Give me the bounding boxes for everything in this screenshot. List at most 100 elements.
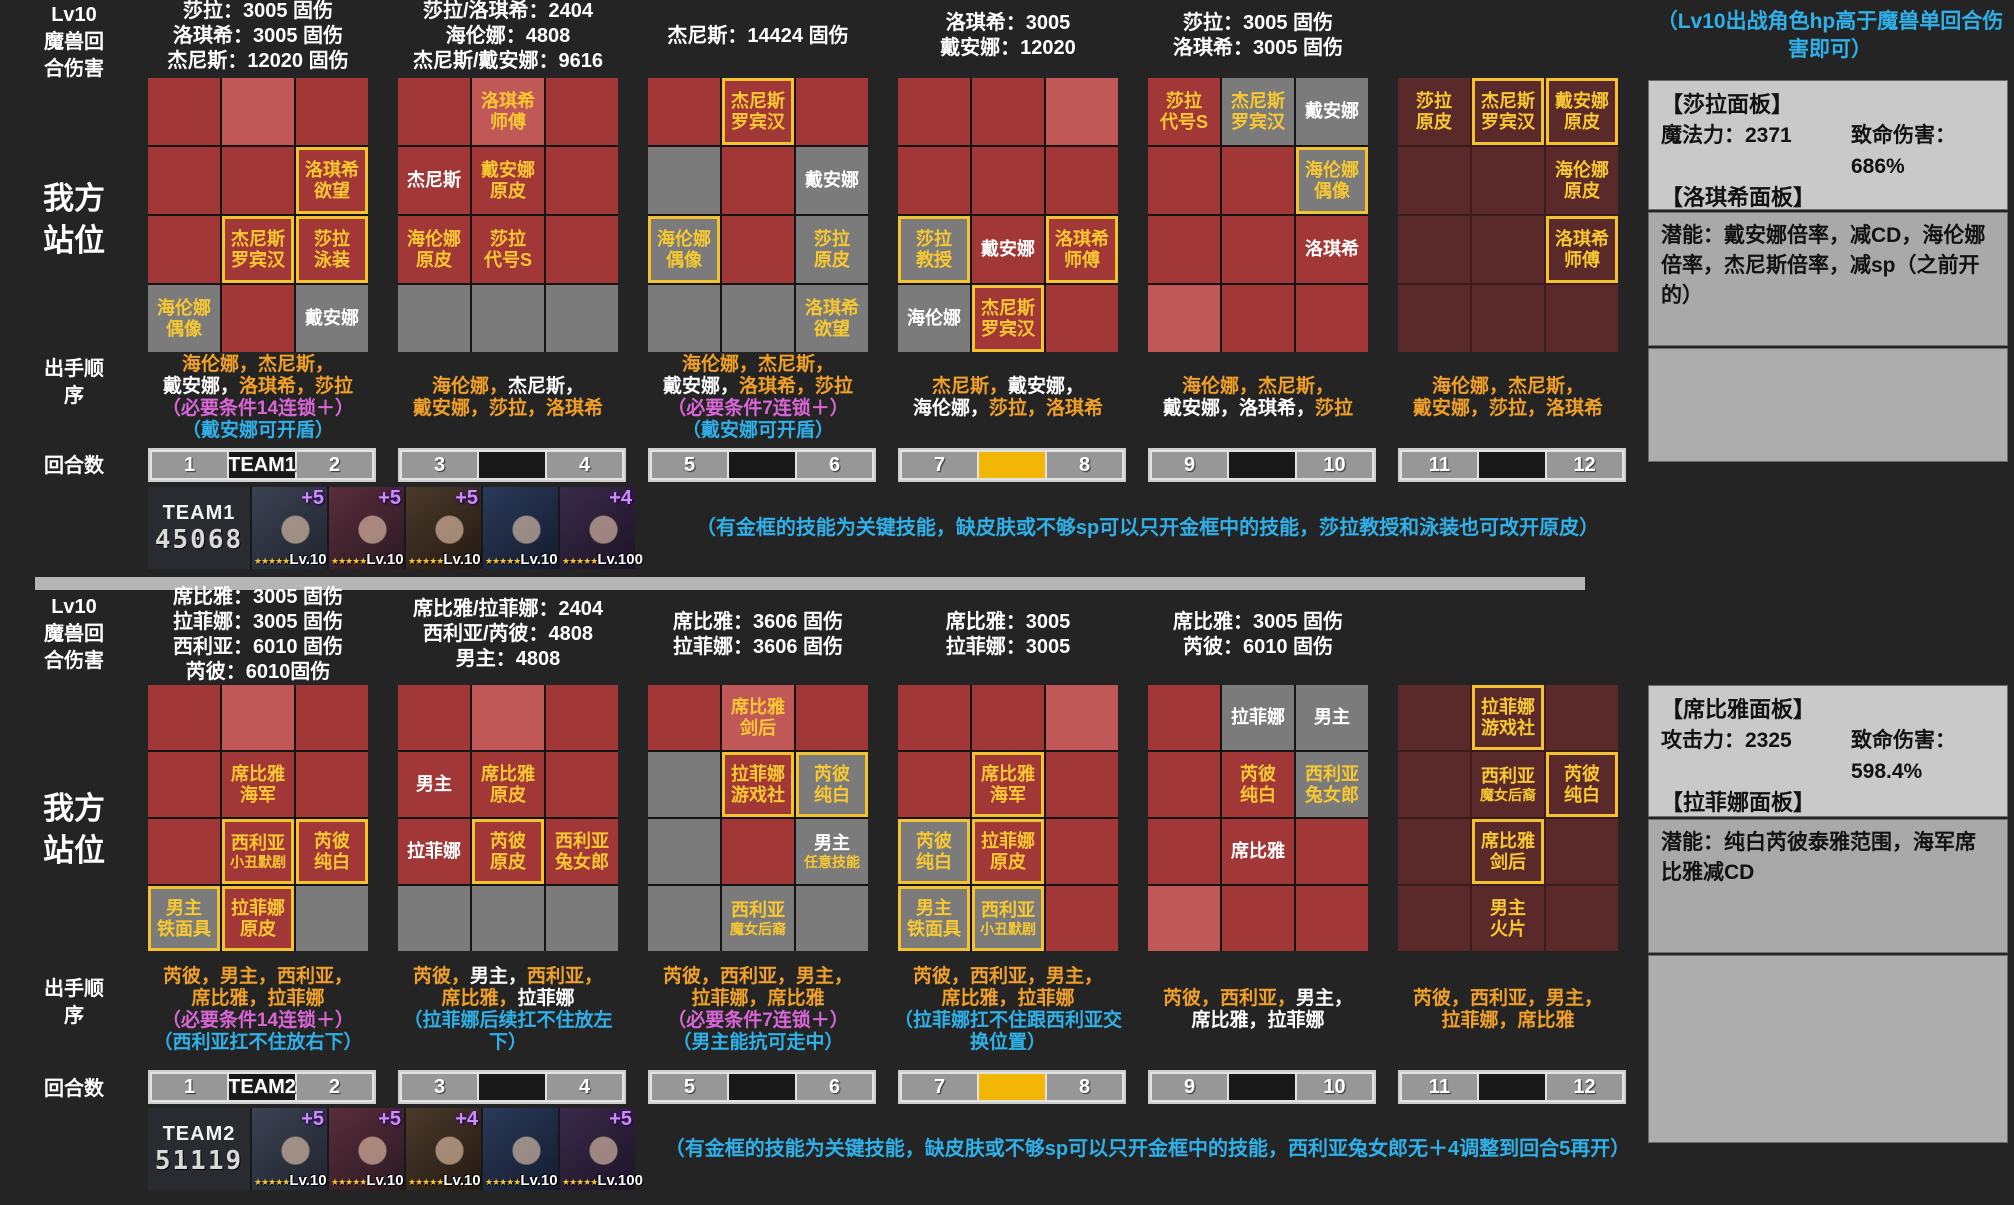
- turn-order-line: 戴安娜，莎拉，洛琪希: [392, 398, 624, 420]
- damage-line: 席比雅/拉菲娜：2404: [412, 598, 604, 620]
- cell-label: 游戏社: [731, 784, 785, 805]
- grid-cell: [472, 685, 544, 750]
- turn-order-segment: 莎拉，洛琪希: [989, 398, 1104, 419]
- enhance-badge: +5: [455, 487, 478, 509]
- stats-panel: 【莎拉面板】魔法力：2371致命伤害：686%【洛琪希面板】魔法力：2549致命…: [1648, 80, 2008, 271]
- grid-cell: [1398, 886, 1470, 951]
- grid-cell: [972, 685, 1044, 750]
- grid-cell: [648, 752, 720, 817]
- grid-cell: [1148, 886, 1220, 951]
- level-row: ★★★★★ Lv.100: [485, 551, 566, 568]
- stats-panel-title: 【洛琪希面板】: [1661, 185, 1816, 210]
- cell-label: 拉菲娜: [231, 897, 285, 918]
- round-bar-middle: [479, 452, 545, 478]
- grid-cell: [1398, 285, 1470, 352]
- grid-cell: 男主 任意技能: [796, 819, 868, 884]
- position-label: 我方 站位: [6, 788, 142, 872]
- grid-cell: 戴安娜 原皮: [1546, 78, 1618, 145]
- enhance-badge: +5: [301, 487, 324, 509]
- cell-label: 席比雅: [231, 763, 285, 784]
- grid-cell: [1046, 886, 1118, 951]
- monster-damage-label-line: 合伤害: [44, 650, 104, 672]
- stat-left: 魔法力：2371: [1661, 124, 1792, 147]
- grid-cell: [472, 886, 544, 951]
- turn-order: 芮彼，男主，西利亚， 席比雅，拉菲娜 （拉菲娜后续扛不住放左下）: [392, 954, 624, 1066]
- round-number-right: 2: [297, 1074, 372, 1100]
- stats-panel-title: 【拉菲娜面板】: [1661, 790, 1816, 815]
- turn-order-segment: 男主，: [469, 966, 527, 987]
- cell-label: 兔女郎: [555, 851, 609, 872]
- turn-order: 芮彼，西利亚，男主， 拉菲娜，席比雅 （必要条件7连锁＋） （男主能抗可走中）: [642, 954, 874, 1066]
- turn-order-line: （戴安娜可开盾）: [142, 420, 374, 442]
- team-total-hp: 51119: [154, 1145, 244, 1176]
- level-label: Lv.100: [366, 1172, 412, 1189]
- turn-order-segment: （戴安娜可开盾）: [181, 420, 334, 441]
- level-label: Lv.100: [443, 1172, 489, 1189]
- cell-label: 兔女郎: [1305, 784, 1359, 805]
- cell-label: 西利亚: [731, 899, 785, 920]
- round-number-left: 3: [402, 1074, 477, 1100]
- grid-cell: 拉菲娜 原皮: [222, 886, 294, 951]
- turn-order-line: 海伦娜，杰尼斯，: [642, 354, 874, 376]
- damage-header: 席比雅：3005 固伤 拉菲娜：3005 固伤 西利亚：6010 固伤 芮彼：6010…: [132, 586, 384, 683]
- cell-label: 洛琪希: [805, 297, 859, 318]
- grid-cell: 莎拉 教授: [898, 216, 970, 283]
- turn-order: 芮彼，男主，西利亚， 席比雅，拉菲娜 （必要条件14连锁＋） （西利亚扛不住放右下）: [142, 954, 374, 1066]
- stat-right: 致命伤害：598.4%: [1851, 729, 1956, 783]
- level-row: ★★★★★ Lv.100: [408, 1172, 489, 1189]
- grid-cell: 洛琪希: [1296, 216, 1368, 283]
- turn-order-segment: 戴安娜，: [162, 376, 239, 397]
- cell-label: 莎拉: [1166, 90, 1202, 111]
- monster-damage-label-line: Lv10: [51, 4, 97, 26]
- round-bar-middle: [1229, 452, 1295, 478]
- grid-cell: 洛琪希 师傅: [1046, 216, 1118, 283]
- star-rating-icon: ★★★★★: [331, 556, 367, 566]
- stats-row: 攻击力：2325 致命伤害：598.4%: [1661, 725, 1995, 787]
- grid-cell: 席比雅: [1222, 819, 1294, 884]
- position-grid: 莎拉 代号S 杰尼斯 罗宾汉 戴安娜 海伦娜 偶像 洛琪希: [1148, 78, 1368, 352]
- damage-header: [1382, 0, 1634, 72]
- round-number-right: 6: [797, 1074, 872, 1100]
- grid-cell: 海伦娜 偶像: [148, 285, 220, 352]
- level-row: ★★★★★ Lv.100: [485, 1172, 566, 1189]
- grid-cell: 西利亚 小丑默剧: [972, 886, 1044, 951]
- damage-header: 莎拉：3005 固伤 洛琪希：3005 固伤 杰尼斯：12020 固伤: [132, 0, 384, 72]
- position-grid: 拉菲娜 男主 芮彼 纯白 西利亚 兔女郎 席比雅: [1148, 685, 1368, 951]
- empty-panel: [1648, 348, 2008, 462]
- level-label: Lv.100: [443, 551, 489, 568]
- cell-label: 杰尼斯: [407, 170, 461, 190]
- grid-cell: [1398, 752, 1470, 817]
- order-label-line: 序: [64, 1005, 84, 1027]
- grid-cell: [148, 78, 220, 145]
- grid-cell: [648, 285, 720, 352]
- team-note: （有金框的技能为关键技能，缺皮肤或不够sp可以只开金框中的技能，莎拉教授和泳装也…: [695, 517, 1600, 539]
- cell-label: 罗宾汉: [731, 111, 785, 132]
- team-note: （有金框的技能为关键技能，缺皮肤或不够sp可以只开金框中的技能，西利亚兔女郎无＋…: [664, 1138, 1631, 1160]
- position-grid: 席比雅 海军 芮彼 纯白 拉菲娜 原皮 男主 铁面具 西利亚 小丑默剧: [898, 685, 1118, 951]
- grid-cell: [1546, 886, 1618, 951]
- grid-cell: [222, 147, 294, 214]
- cell-label: 芮彼: [814, 763, 850, 784]
- cell-label: 戴安娜: [1555, 90, 1609, 111]
- grid-cell: 西利亚 兔女郎: [546, 819, 618, 884]
- position-grid: 洛琪希 欲望 杰尼斯 罗宾汉 莎拉 泳装 海伦娜 偶像 戴安娜: [148, 78, 368, 352]
- grid-cell: 男主 铁面具: [898, 886, 970, 951]
- grid-cell: 戴安娜: [796, 147, 868, 214]
- enhance-badge: +4: [609, 487, 632, 509]
- grid-cell: 席比雅 剑后: [1472, 819, 1544, 884]
- grid-cell: 西利亚 小丑默剧: [222, 819, 294, 884]
- grid-cell: [1546, 685, 1618, 750]
- grid-cell: [1148, 285, 1220, 352]
- cell-label: 海伦娜: [1305, 159, 1359, 180]
- cell-label: 席比雅: [731, 696, 785, 717]
- level-row: ★★★★★ Lv.100: [254, 551, 335, 568]
- stats-panel-title: 【席比雅面板】: [1661, 697, 1816, 722]
- turn-order: 海伦娜，杰尼斯， 戴安娜，洛琪希，莎拉: [1142, 350, 1374, 446]
- cell-label: 任意技能: [804, 853, 860, 870]
- grid-cell: [1046, 285, 1118, 352]
- grid-cell: [1472, 216, 1544, 283]
- turn-order-segment: 海伦娜，: [431, 376, 508, 397]
- position-grid: 莎拉 原皮 杰尼斯 罗宾汉 戴安娜 原皮 海伦娜 原皮 洛琪希 师傅: [1398, 78, 1618, 352]
- star-rating-icon: ★★★★★: [408, 556, 444, 566]
- turn-order-segment: 芮彼，: [412, 966, 470, 987]
